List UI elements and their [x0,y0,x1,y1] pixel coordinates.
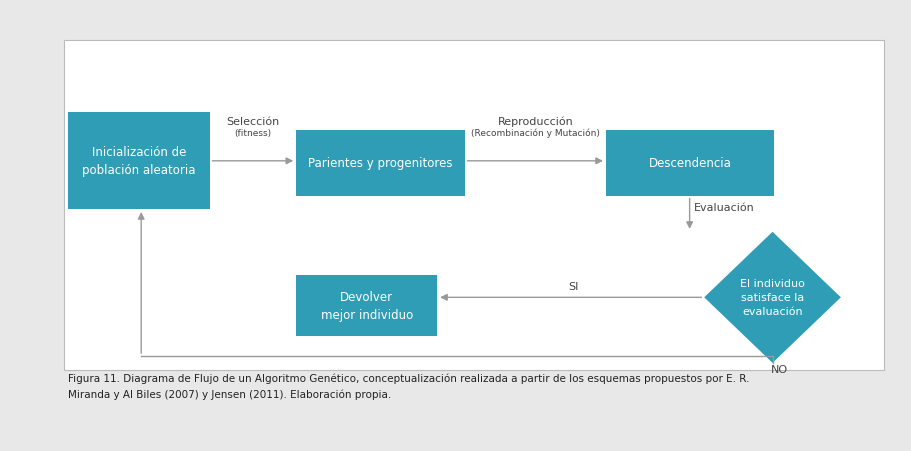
Bar [64,41,884,370]
Bar [606,131,774,196]
Text: Inicialización de
población aleatoria: Inicialización de población aleatoria [82,146,196,177]
Text: Selección: Selección [227,116,280,126]
Text: Evaluación: Evaluación [694,202,755,212]
Text: Reproducción: Reproducción [497,116,574,126]
Text: NO: NO [772,364,788,374]
Polygon shape [704,232,841,363]
Text: Descendencia: Descendencia [649,157,732,170]
Bar [296,131,465,196]
Bar [68,113,210,210]
Text: SI: SI [568,281,579,291]
Text: (Recombinación y Mutación): (Recombinación y Mutación) [471,129,600,138]
Bar [296,275,437,336]
Text: El individuo
satisface la
evaluación: El individuo satisface la evaluación [740,279,805,317]
Text: (fitness): (fitness) [235,129,271,138]
Text: Figura 11. Diagrama de Flujo de un Algoritmo Genético, conceptualización realiza: Figura 11. Diagrama de Flujo de un Algor… [68,373,750,399]
Text: Devolver
mejor individuo: Devolver mejor individuo [321,290,413,321]
Text: Parientes y progenitores: Parientes y progenitores [308,157,453,170]
